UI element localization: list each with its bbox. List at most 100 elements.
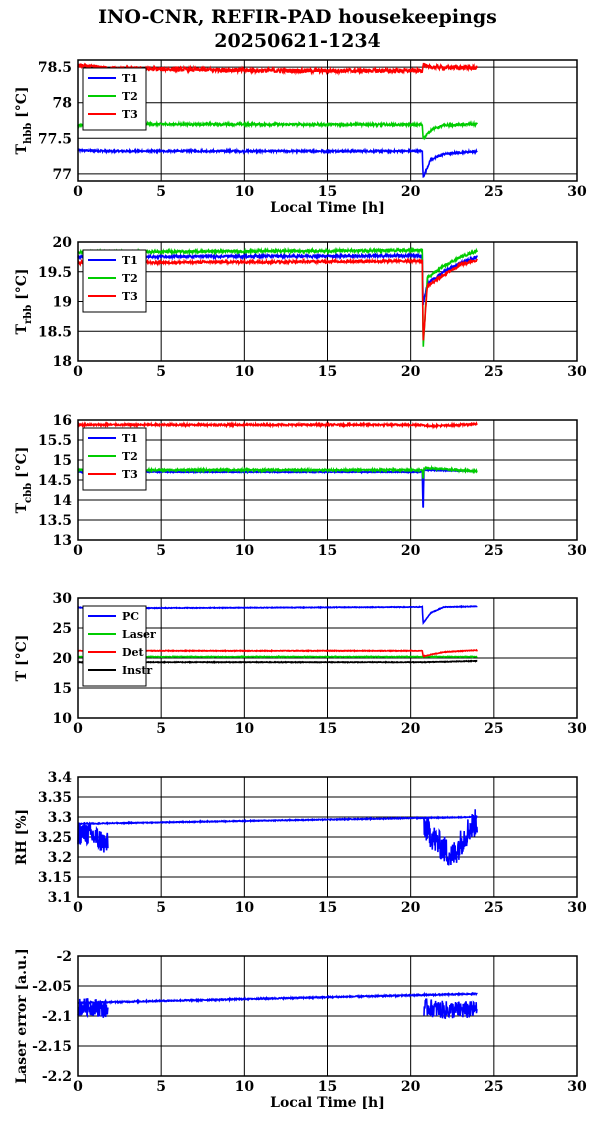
legend-label: T2 <box>122 450 138 463</box>
legend-label: PC <box>122 610 139 623</box>
series-line-2 <box>423 998 478 1020</box>
x-tick-label: 5 <box>156 543 166 559</box>
series-line-1 <box>77 998 109 1019</box>
legend-label: T1 <box>122 432 138 445</box>
x-tick-label: 15 <box>318 721 337 737</box>
y-tick-label: 18 <box>53 354 72 370</box>
x-tick-label: 15 <box>318 184 337 200</box>
plot-frame <box>77 59 578 182</box>
y-tick-label: -2.05 <box>32 979 72 995</box>
legend-label: T2 <box>122 90 138 103</box>
x-tick-label: 15 <box>318 1079 337 1095</box>
y-tick-label: 77.5 <box>38 131 72 147</box>
x-tick-label: 0 <box>73 364 83 380</box>
chart-title-line-1: INO-CNR, REFIR-PAD housekeepings <box>98 6 497 28</box>
x-tick-label: 10 <box>235 543 255 559</box>
x-tick-label: 5 <box>156 184 166 200</box>
x-tick-label: 30 <box>567 184 587 200</box>
y-tick-label: 16 <box>53 413 72 429</box>
legend-label: T3 <box>122 108 138 121</box>
series-line-t3 <box>77 420 478 430</box>
y-tick-label: 78.5 <box>38 60 72 76</box>
x-tick-label: 0 <box>73 721 83 737</box>
y-axis-label: RH [%] <box>14 809 30 865</box>
x-tick-label: 30 <box>567 721 587 737</box>
x-tick-label: 20 <box>401 364 421 380</box>
chart-panel-rh: 0 5 10 15 20 25 30 3.1 3.15 3.2 3.25 3.3 3.35 3.4 RH [… <box>14 770 587 916</box>
plot-frame <box>77 776 578 898</box>
x-tick-label: 5 <box>156 364 166 380</box>
y-tick-label: 25 <box>53 621 72 637</box>
x-tick-label: 30 <box>567 543 587 559</box>
chart-panel-temps: 0 5 10 15 20 25 30 10 15 20 25 30 T [°C] PC Laser Det In… <box>14 591 587 737</box>
y-tick-label: 15 <box>53 453 72 469</box>
x-axis-label: Local Time [h] <box>270 1095 385 1111</box>
plot-frame <box>77 419 578 541</box>
y-tick-label: 13.5 <box>38 513 72 529</box>
y-tick-label: 19.5 <box>38 265 72 281</box>
x-tick-label: 25 <box>484 184 503 200</box>
x-tick-label: 30 <box>567 900 587 916</box>
y-tick-label: 20 <box>53 235 73 251</box>
legend-label: T3 <box>122 290 138 303</box>
x-tick-label: 0 <box>73 900 83 916</box>
x-tick-label: 15 <box>318 900 337 916</box>
x-tick-label: 20 <box>401 543 421 559</box>
x-tick-label: 5 <box>156 900 166 916</box>
y-tick-label: 14 <box>53 493 73 509</box>
y-axis-label: Laser error [a.u.] <box>14 948 30 1083</box>
y-axis-label: T [°C] <box>14 635 30 682</box>
y-tick-label: 18.5 <box>38 324 72 340</box>
x-tick-label: 25 <box>484 364 503 380</box>
x-tick-label: 25 <box>484 900 503 916</box>
x-tick-label: 25 <box>484 1079 503 1095</box>
x-axis-label: Local Time [h] <box>270 200 385 216</box>
chart-title-line-2: 20250621-1234 <box>214 30 381 52</box>
y-tick-label: 30 <box>53 591 73 607</box>
x-tick-label: 5 <box>156 1079 166 1095</box>
y-tick-label: 3.25 <box>38 830 72 846</box>
y-axis-label: Thbb [°C] <box>14 87 34 155</box>
x-tick-label: 20 <box>401 900 421 916</box>
x-tick-label: 15 <box>318 364 337 380</box>
plot-frame <box>77 597 578 719</box>
plot-frame <box>77 955 578 1077</box>
chart-panel-rbb: 0 5 10 15 20 25 30 18 18.5 19 19.5 20 Trbb [°C] T1 T2 T… <box>14 235 587 380</box>
x-tick-label: 10 <box>235 1079 255 1095</box>
series-line-0 <box>77 815 478 826</box>
x-tick-label: 10 <box>235 721 255 737</box>
x-tick-label: 25 <box>484 543 503 559</box>
legend-label: Laser <box>122 628 156 641</box>
legend-label: T2 <box>122 272 138 285</box>
legend-label: Instr <box>122 664 152 677</box>
y-tick-label: 3.35 <box>38 790 72 806</box>
x-tick-label: 30 <box>567 1079 587 1095</box>
chart-panel-laser: 0 5 10 15 20 25 30 -2.2 -2.15 -2.1 -2.05 -2 Local Ti… <box>14 948 587 1111</box>
plot-frame <box>77 241 578 362</box>
x-tick-label: 15 <box>318 543 337 559</box>
x-tick-label: 20 <box>401 1079 421 1095</box>
y-tick-label: 19 <box>53 295 72 311</box>
series-line-0 <box>77 991 478 1005</box>
series-line-t1 <box>77 147 478 178</box>
y-tick-label: 3.1 <box>48 890 72 906</box>
legend-label: T1 <box>122 72 138 85</box>
y-tick-label: 3.15 <box>38 870 72 886</box>
x-tick-label: 20 <box>401 721 421 737</box>
x-tick-label: 5 <box>156 721 166 737</box>
y-tick-label: -2.15 <box>32 1039 72 1055</box>
chart-panel-hbb: 0 5 10 15 20 25 30 77 77.5 78 78.5 Local Time [h] Th… <box>14 59 587 216</box>
x-tick-label: 30 <box>567 364 587 380</box>
legend-label: T3 <box>122 468 138 481</box>
series-line-1 <box>77 821 109 853</box>
y-tick-label: 15.5 <box>38 433 72 449</box>
y-tick-label: -2.2 <box>42 1069 72 1085</box>
x-tick-label: 25 <box>484 721 503 737</box>
y-tick-label: 14.5 <box>38 473 72 489</box>
x-tick-label: 0 <box>73 1079 83 1095</box>
y-tick-label: 78 <box>53 96 72 112</box>
x-tick-label: 10 <box>235 184 255 200</box>
x-tick-label: 0 <box>73 184 83 200</box>
y-tick-label: 3.3 <box>48 810 72 826</box>
